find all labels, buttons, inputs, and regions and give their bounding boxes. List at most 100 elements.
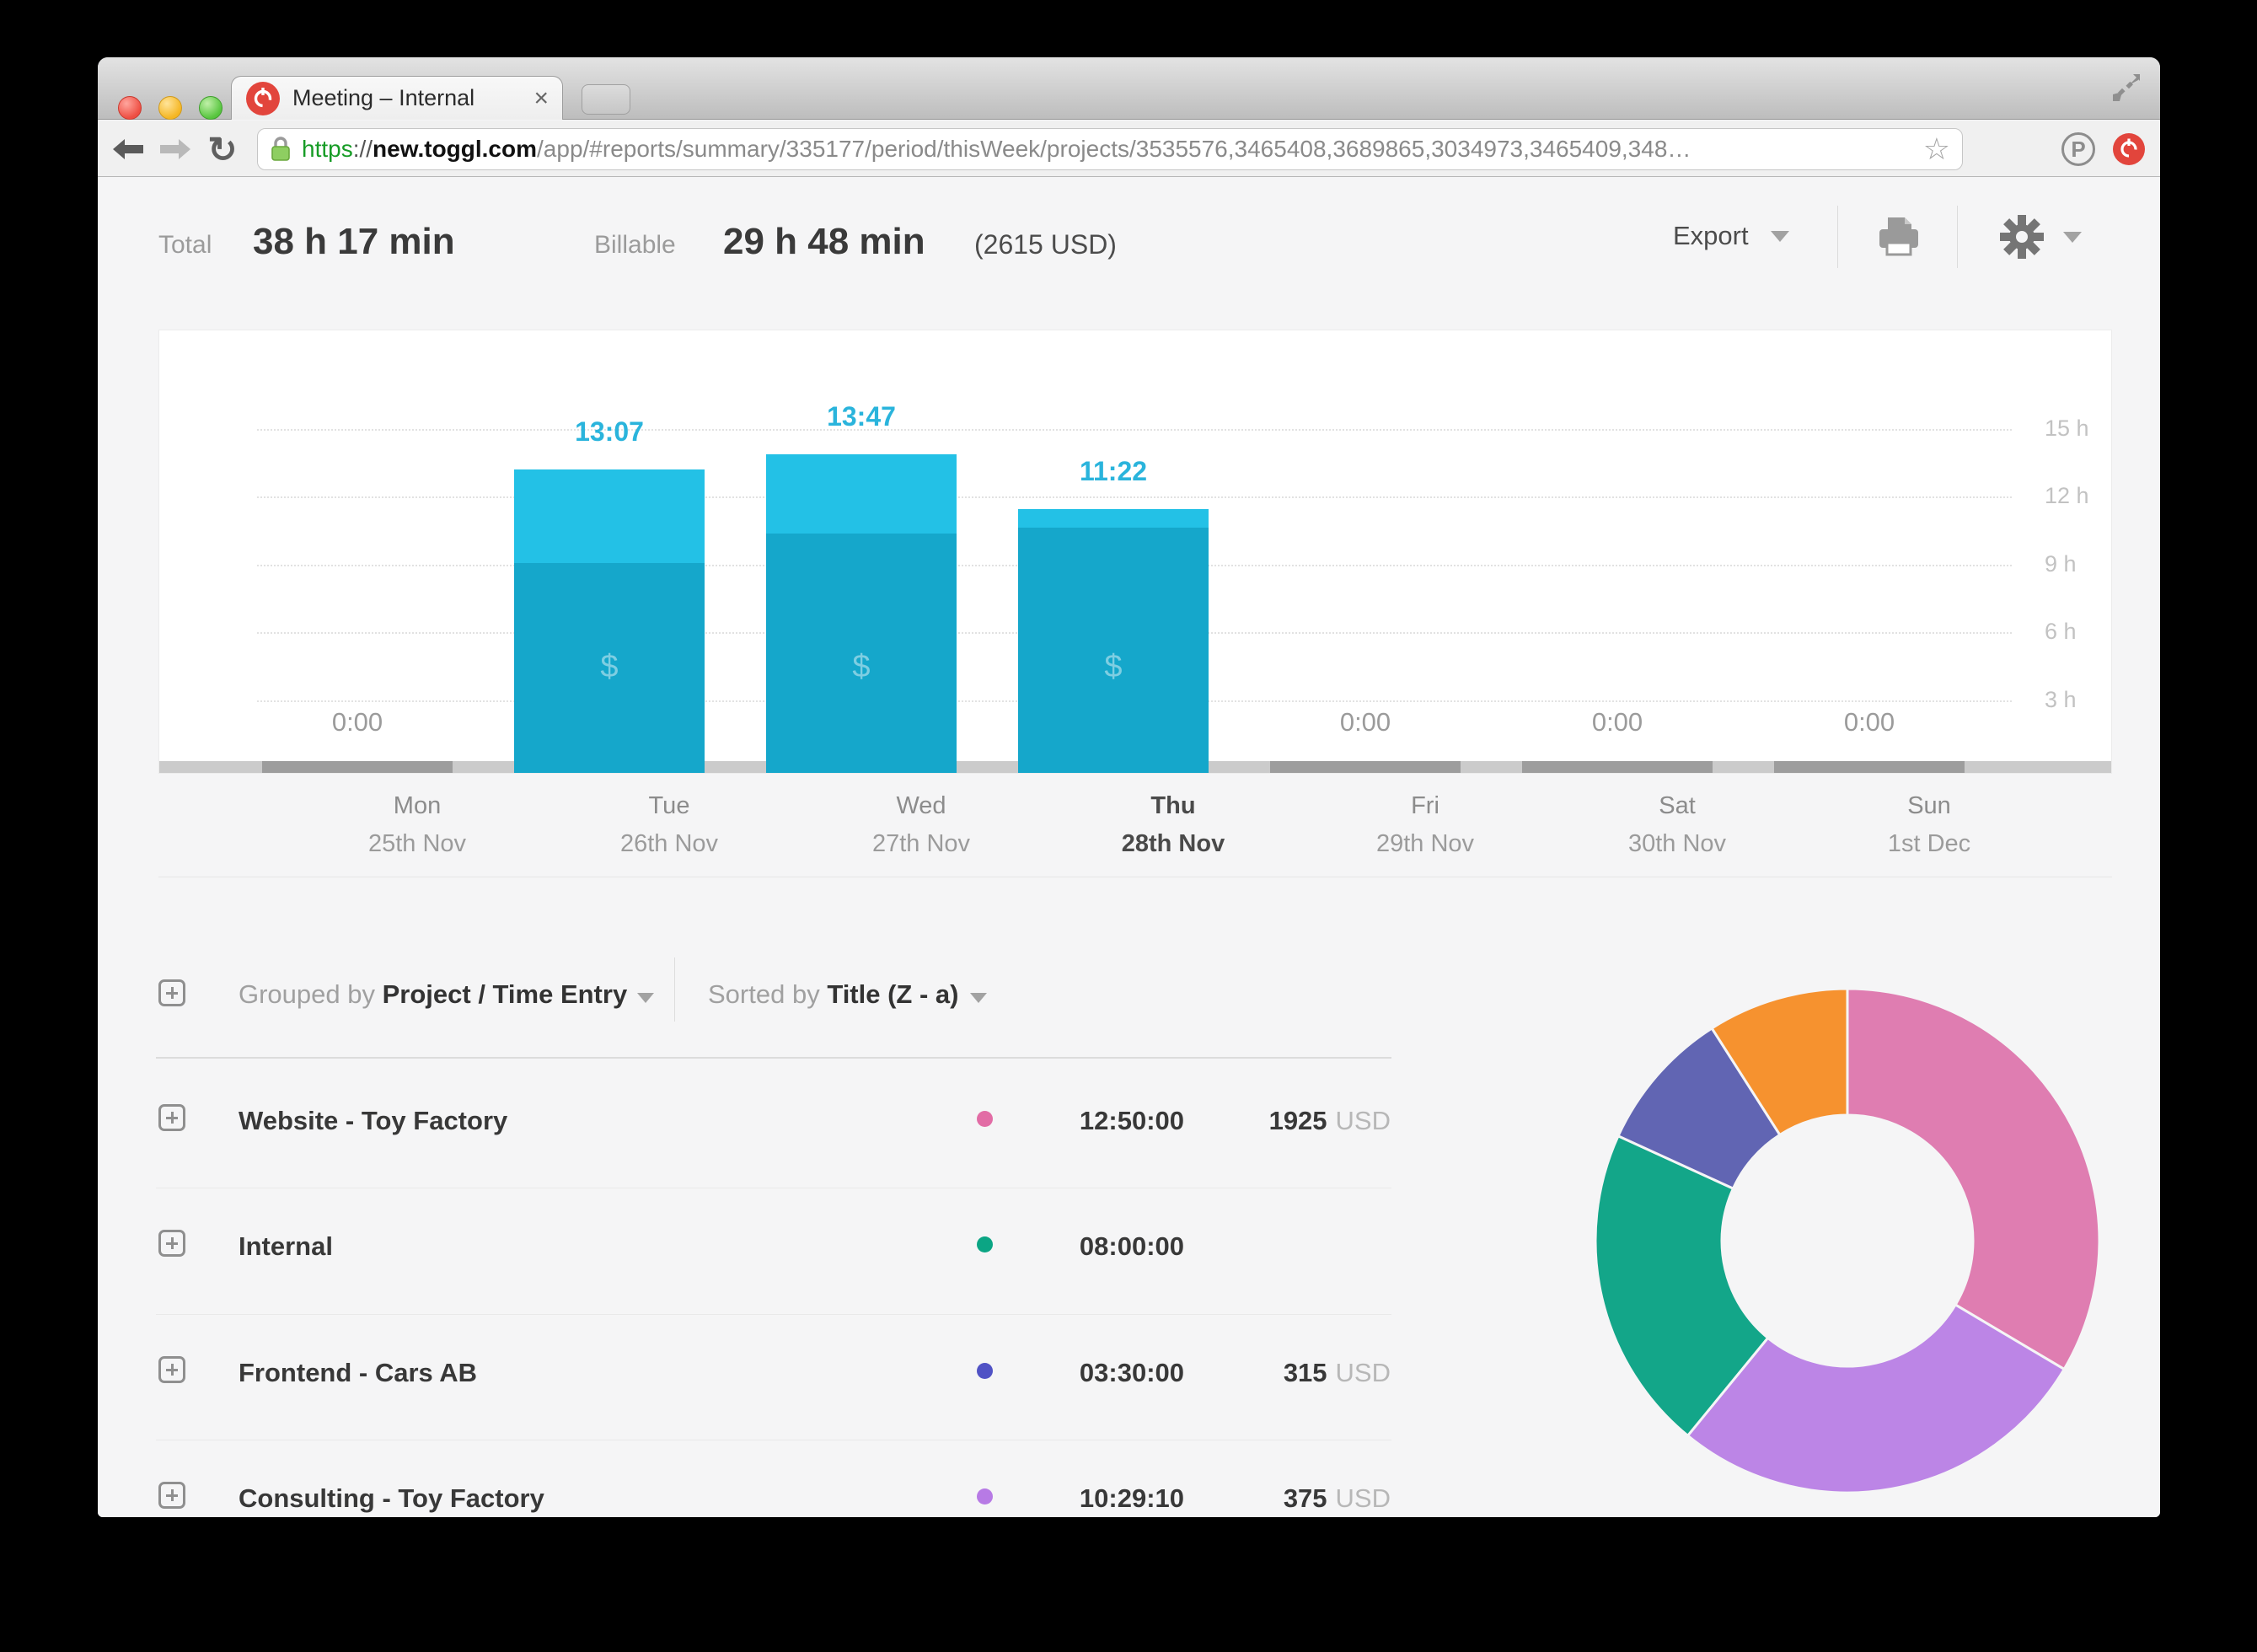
day-date: 28th Nov	[1121, 830, 1225, 857]
plus-icon	[158, 1482, 185, 1509]
expand-row-button[interactable]	[158, 1230, 185, 1261]
url-path: /app/#reports/summary/335177/period/this…	[537, 136, 1691, 162]
table-row[interactable]: Website - Toy Factory 12:50:00 1925 USD	[98, 1062, 1391, 1188]
export-button[interactable]: Export	[1673, 221, 1789, 251]
donut-segment-internal[interactable]	[1594, 1134, 1770, 1438]
grouped-by-dropdown[interactable]: Grouped by Project / Time Entry	[239, 979, 627, 1010]
toggl-favicon-icon	[246, 81, 280, 115]
billable-dollar-icon: $	[852, 649, 871, 684]
day-name: Sun	[1907, 792, 1951, 819]
grouping-controls: Grouped by Project / Time Entry Sorted b…	[98, 957, 2160, 1025]
day-date: 29th Nov	[1375, 830, 1475, 857]
back-arrow-icon	[113, 139, 143, 159]
project-color-dot	[977, 1488, 993, 1504]
tab-close-icon[interactable]: ×	[533, 83, 549, 112]
project-color-dot	[977, 1111, 993, 1127]
day-date: 26th Nov	[619, 830, 719, 857]
bar-tue[interactable]: $	[514, 469, 705, 773]
bar-value-label: 0:00	[1339, 707, 1391, 737]
print-button[interactable]	[1876, 214, 1922, 262]
header-divider	[1837, 206, 1838, 268]
bookmark-star-icon[interactable]: ☆	[1922, 131, 1950, 166]
settings-button[interactable]	[1999, 214, 2082, 260]
window-titlebar[interactable]: Meeting – Internal ×	[98, 57, 2160, 120]
day-date: 1st Dec	[1887, 830, 1971, 857]
chevron-down-icon	[637, 993, 654, 1003]
address-bar[interactable]: https://new.toggl.com/app/#reports/summa…	[257, 128, 1963, 170]
reload-button[interactable]: ↻	[204, 130, 241, 169]
table-row[interactable]: Consulting - Toy Factory 10:29:10 375 USD	[98, 1440, 1391, 1517]
chevron-down-icon	[1770, 230, 1789, 242]
day-date: 30th Nov	[1627, 830, 1727, 857]
total-label: Total	[158, 231, 212, 259]
expand-row-button[interactable]	[158, 1482, 185, 1513]
billable-segment	[766, 533, 957, 773]
project-amount: 1925 USD	[1268, 1106, 1391, 1135]
weekly-bar-chart: 3 h 6 h 9 h 12 h 15 h 0:00 $13:07 $13:47 $11:22 0…	[158, 330, 2112, 774]
day-name: Thu	[1150, 792, 1196, 819]
minimize-window-button[interactable]	[158, 96, 182, 120]
expand-all-button[interactable]	[158, 979, 185, 1011]
zero-day-baseline	[262, 761, 453, 773]
printer-icon	[1879, 217, 1918, 256]
project-color-dot	[977, 1363, 993, 1379]
project-amount	[1180, 1231, 1391, 1262]
project-name: Frontend - Cars AB	[239, 1358, 478, 1387]
project-time: 08:00:00	[1079, 1231, 1184, 1261]
chevron-down-icon	[970, 993, 987, 1003]
bar-value-label: 13:07	[575, 416, 644, 447]
p-extension-icon: P	[2061, 132, 2095, 166]
day-name: Tue	[648, 792, 690, 819]
zero-day-baseline	[1522, 761, 1713, 773]
table-row[interactable]: Internal 08:00:00	[98, 1188, 1391, 1314]
bar-thu[interactable]: $	[1018, 508, 1209, 773]
day-name: Fri	[1411, 792, 1439, 819]
sorted-by-value: Title (Z - a)	[827, 979, 959, 1009]
billable-segment	[514, 562, 705, 773]
donut-segment-website-toy-factory[interactable]	[1846, 987, 2101, 1371]
green-pin-icon	[2157, 126, 2160, 172]
project-time: 12:50:00	[1079, 1106, 1184, 1135]
extension-toggl-button[interactable]	[2110, 131, 2147, 168]
bar-chart-day-labels: Mon 25th Nov Tue 26th Nov Wed 27th Nov Thu 28th…	[158, 774, 2112, 875]
project-name: Internal	[239, 1231, 333, 1261]
chevron-down-icon	[2063, 231, 2082, 243]
forward-button[interactable]	[157, 131, 194, 168]
toggl-power-icon	[2113, 133, 2145, 165]
billable-segment	[1018, 527, 1209, 773]
back-button[interactable]	[110, 131, 147, 168]
browser-window: Meeting – Internal ×	[98, 57, 2160, 1517]
y-axis-tick-label: 3 h	[2045, 686, 2077, 712]
y-axis-tick-label: 15 h	[2045, 415, 2089, 441]
gear-icon	[2000, 215, 2044, 259]
zoom-window-button[interactable]	[199, 96, 222, 120]
sorted-by-dropdown[interactable]: Sorted by Title (Z - a)	[708, 979, 958, 1010]
plus-icon	[158, 1104, 185, 1131]
y-axis-tick-label: 6 h	[2045, 619, 2077, 645]
browser-toolbar: ↻ https://new.toggl.com/app/#reports/sum…	[98, 121, 2160, 177]
header-divider	[1957, 206, 1958, 268]
bar-wed[interactable]: $	[766, 454, 957, 773]
table-row[interactable]: Frontend - Cars AB 03:30:00 315 USD	[98, 1314, 1391, 1440]
donut-segment-consulting-toy-factory[interactable]	[1686, 1302, 2067, 1494]
gridline	[257, 428, 2012, 431]
browser-tab[interactable]: Meeting – Internal ×	[231, 76, 563, 120]
https-lock-icon	[271, 137, 290, 161]
billable-dollar-icon: $	[600, 649, 619, 684]
extension-p-button[interactable]: P	[2060, 131, 2097, 168]
report-summary-header: Total 38 h 17 min Billable 29 h 48 min (…	[98, 177, 2160, 329]
new-tab-button[interactable]	[582, 84, 630, 115]
list-header-divider	[156, 1057, 1391, 1059]
close-window-button[interactable]	[118, 96, 142, 120]
project-name: Website - Toy Factory	[239, 1106, 508, 1135]
donut-segment-4[interactable]	[1710, 987, 1849, 1137]
y-axis-tick-label: 9 h	[2045, 550, 2077, 577]
day-label-sat: Sat 30th Nov	[1576, 774, 1778, 858]
bar-value-label: 0:00	[331, 707, 383, 737]
expand-row-button[interactable]	[158, 1356, 185, 1387]
day-name: Wed	[896, 792, 946, 819]
project-amount: 315 USD	[1283, 1358, 1391, 1387]
expand-row-button[interactable]	[158, 1104, 185, 1135]
non-billable-segment	[1018, 508, 1209, 528]
